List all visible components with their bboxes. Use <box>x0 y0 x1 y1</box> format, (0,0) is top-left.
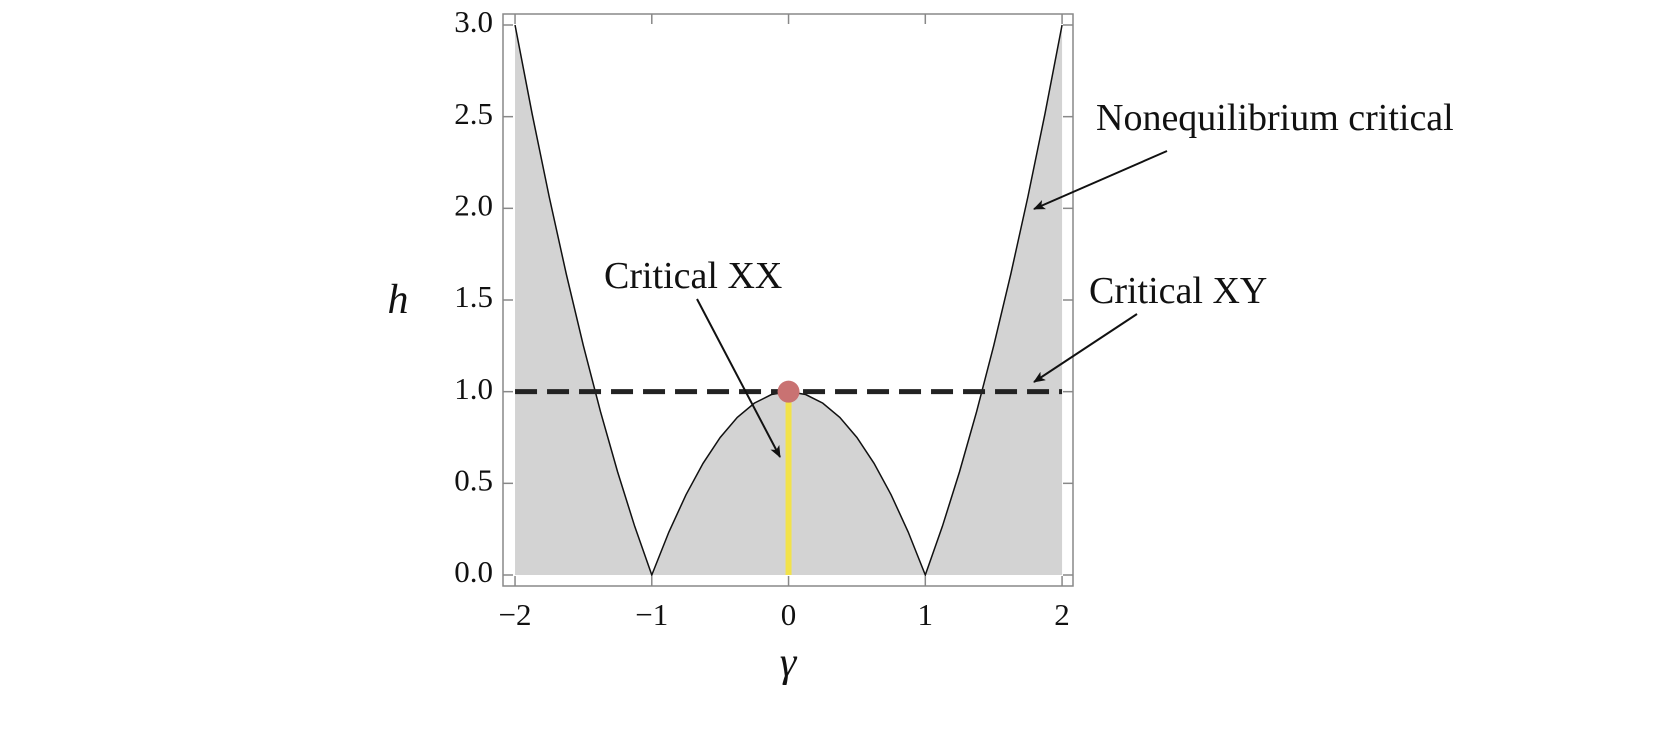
x-tick-label: 0 <box>781 597 797 632</box>
y-tick-label: 2.0 <box>454 187 493 222</box>
critical-point <box>777 380 800 403</box>
annotation: Critical XX <box>604 255 782 297</box>
x-tick-label: −1 <box>635 597 668 632</box>
x-tick-label: −2 <box>499 597 532 632</box>
y-tick-label: 3.0 <box>454 4 493 39</box>
x-tick-label: 2 <box>1054 597 1070 632</box>
y-tick-label: 2.5 <box>454 96 493 131</box>
y-tick-label: 1.0 <box>454 371 493 406</box>
y-tick-label: 1.5 <box>454 279 493 314</box>
annotation: Nonequilibrium critical <box>1096 97 1454 139</box>
y-tick-label: 0.5 <box>454 462 493 497</box>
annotation: Critical XY <box>1089 270 1267 312</box>
y-tick-label: 0.0 <box>454 554 493 589</box>
plot-area: 0.0 0.5 1.0 1.5 2.0 2.5 3.0 −2 −1 0 1 2 <box>454 4 1074 632</box>
y-axis-label: h <box>388 277 409 323</box>
annotation-arrow <box>696 298 781 458</box>
x-tick-label: 1 <box>918 597 934 632</box>
annotation-arrow <box>1033 313 1138 383</box>
annotation-arrow <box>1033 150 1168 210</box>
x-axis-label: γ <box>780 640 798 686</box>
